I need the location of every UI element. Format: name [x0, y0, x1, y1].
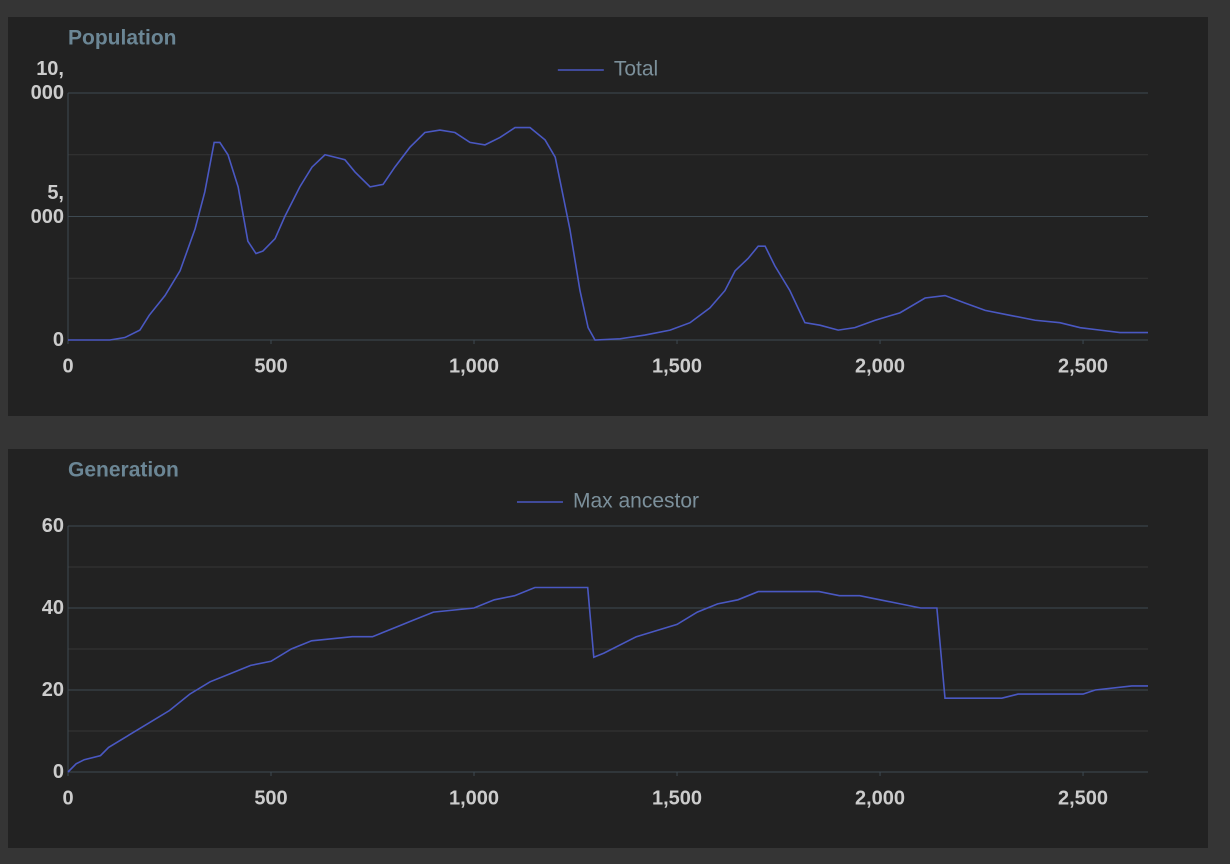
- legend-label: Max ancestor: [573, 490, 699, 513]
- x-tick-label: 1,000: [449, 355, 499, 377]
- line: [68, 126, 1148, 341]
- y-tick-label: 5,000: [30, 181, 64, 228]
- legend-label: Total: [614, 58, 658, 81]
- x-tick-label: 1,500: [652, 355, 702, 377]
- x-tick-label: 2,000: [855, 355, 905, 377]
- chart-title: Generation: [68, 459, 179, 482]
- y-tick-label: 20: [41, 679, 64, 701]
- y-tick-label: 40: [41, 597, 64, 619]
- y-tick-label: 0: [52, 761, 64, 783]
- x-tick-label: 500: [254, 355, 287, 377]
- x-tick-label: 1,500: [652, 787, 702, 809]
- x-tick-label: 2,000: [855, 787, 905, 809]
- x-tick-label: 1,000: [449, 787, 499, 809]
- chart-title: Population: [68, 27, 177, 50]
- y-tick-label: 10,000: [30, 58, 64, 104]
- x-tick-label: 500: [254, 787, 287, 809]
- x-tick-label: 0: [62, 787, 73, 809]
- y-tick-label: 60: [41, 515, 64, 537]
- y-tick-label: 0: [52, 329, 64, 351]
- x-tick-label: 2,500: [1058, 787, 1108, 809]
- x-tick-label: 0: [62, 355, 73, 377]
- x-tick-label: 2,500: [1058, 355, 1108, 377]
- line: [67, 586, 1148, 773]
